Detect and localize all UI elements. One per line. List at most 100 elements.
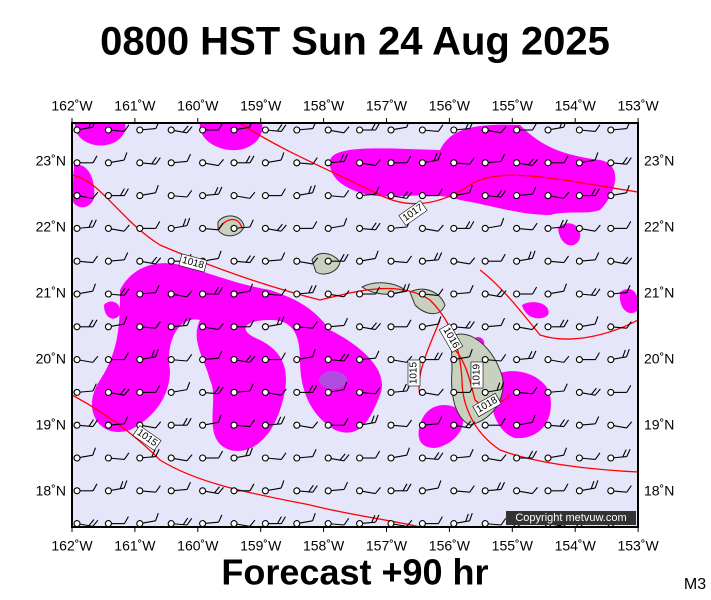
- wind-barb: [418, 188, 443, 200]
- barb-station: [450, 159, 458, 167]
- barb-station: [387, 356, 395, 364]
- barb-stem: [79, 195, 93, 199]
- wind-barb: [639, 254, 662, 264]
- barb-flag: [308, 484, 314, 493]
- wind-barb: [387, 255, 412, 265]
- longitude-label: 156˚W: [429, 98, 471, 114]
- barb-flag: [437, 316, 442, 325]
- barb-stem: [268, 129, 282, 132]
- wind-barb: [230, 419, 255, 429]
- longitude-label: 158˚W: [303, 98, 345, 114]
- wind-barb: [104, 124, 130, 134]
- wind-barb: [293, 257, 319, 265]
- barb-flag: [88, 319, 94, 328]
- barb-flag: [276, 223, 283, 231]
- barb-flag: [496, 189, 503, 197]
- wind-barb: [136, 485, 161, 495]
- barb-stem: [268, 323, 282, 327]
- barb-station: [481, 257, 489, 265]
- wind-barb: [481, 253, 506, 265]
- barb-flag: [343, 454, 350, 462]
- wind-barb: [167, 354, 193, 364]
- barb-flag: [559, 219, 564, 228]
- wind-barb: [607, 156, 632, 167]
- barb-stem: [174, 225, 188, 229]
- barb-shape: [356, 286, 381, 298]
- barb-station: [136, 126, 144, 134]
- barb-shape: [575, 152, 599, 167]
- barb-stem: [236, 126, 250, 131]
- barb-flag: [339, 253, 345, 262]
- barb-station: [513, 454, 521, 462]
- wind-barb: [199, 323, 224, 331]
- barb-station: [607, 323, 615, 331]
- barb-flag: [280, 388, 287, 396]
- wind-barb: [261, 388, 287, 396]
- barb-shape: [261, 416, 286, 429]
- wind-barb: [136, 349, 159, 364]
- barb-station: [481, 126, 489, 134]
- wind-barb: [167, 125, 193, 134]
- wind-barb: [136, 449, 160, 462]
- copyright: Copyright metvuw.com: [515, 512, 626, 524]
- wind-barb: [293, 484, 318, 495]
- barb-station: [639, 455, 646, 462]
- isobar-label-box: [132, 425, 162, 451]
- barb-stem: [79, 454, 93, 459]
- barb-flag: [186, 354, 193, 362]
- barb-shape: [104, 516, 129, 527]
- copyright-box: [506, 511, 636, 525]
- wind-barb: [73, 483, 98, 495]
- barb-shape: [481, 126, 507, 134]
- barb-station: [481, 224, 489, 232]
- barb-flag: [594, 288, 601, 296]
- wind-barb: [261, 316, 285, 331]
- wind-barb: [607, 421, 633, 429]
- barb-stem: [205, 357, 219, 360]
- wind-barb: [104, 288, 130, 298]
- barb-shape: [481, 454, 507, 462]
- barb-stem: [362, 490, 376, 495]
- barb-flag: [375, 514, 380, 523]
- barb-shape: [73, 447, 96, 462]
- barb-station: [324, 520, 332, 527]
- barb-stem: [613, 292, 627, 295]
- barb-station: [481, 487, 489, 495]
- wind-barb: [356, 123, 381, 134]
- barb-flag: [339, 154, 345, 162]
- barb-shape: [450, 221, 475, 232]
- wind-barb: [544, 383, 568, 396]
- barb-station: [544, 356, 552, 364]
- barb-station: [293, 126, 301, 134]
- barb-station: [230, 159, 238, 167]
- barb-shape: [639, 318, 663, 330]
- barb-shape: [607, 421, 633, 429]
- wind-barb: [544, 155, 569, 167]
- barb-shape: [513, 250, 536, 265]
- longitude-label: 162˚W: [51, 538, 93, 554]
- barb-flag: [371, 222, 377, 230]
- barb-flag: [402, 191, 409, 199]
- wind-barb: [261, 188, 286, 200]
- barb-shape: [136, 449, 160, 462]
- barb-flag: [626, 421, 633, 429]
- barb-station: [575, 388, 583, 396]
- barb-station: [136, 192, 144, 200]
- barb-flag: [594, 316, 599, 325]
- longitude-label: 158˚W: [303, 538, 345, 554]
- wind-barb: [230, 283, 253, 298]
- barb-shape: [639, 254, 662, 264]
- barb-flag: [343, 290, 350, 298]
- barb-flag: [496, 482, 502, 490]
- barb-flag: [658, 190, 663, 197]
- barb-flag: [155, 513, 159, 522]
- barb-stem: [299, 425, 313, 429]
- barb-stem: [550, 359, 564, 363]
- barb-shape: [199, 159, 224, 167]
- barb-station: [607, 356, 615, 364]
- wind-barb: [136, 321, 161, 331]
- barb-stem: [331, 389, 345, 393]
- barb-flag: [245, 448, 250, 457]
- barb-stem: [331, 195, 345, 198]
- barb-stem: [582, 293, 596, 296]
